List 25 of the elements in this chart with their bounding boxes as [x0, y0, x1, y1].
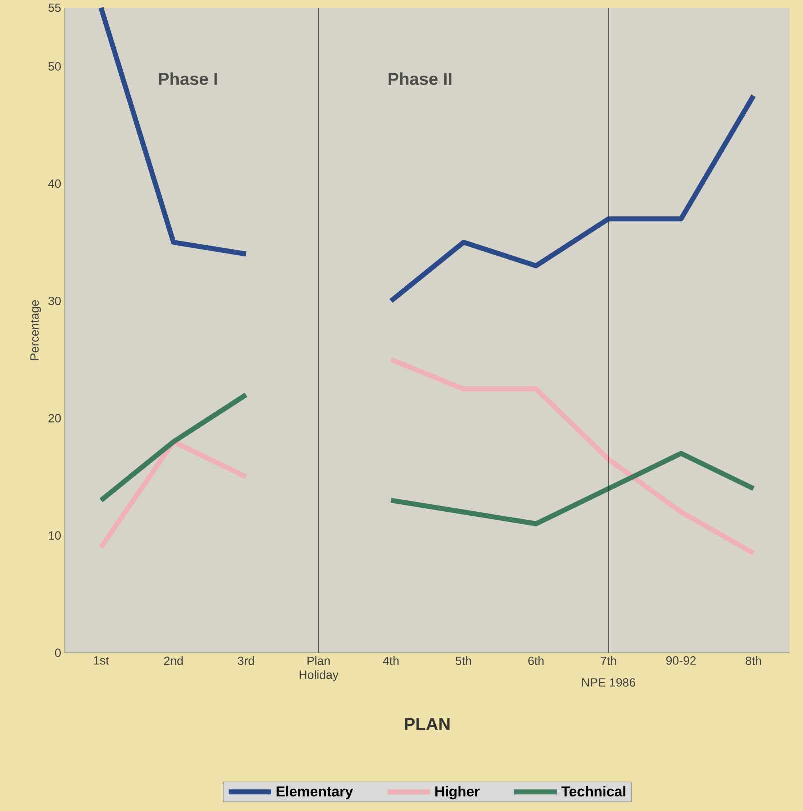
legend-label: Technical [562, 786, 626, 797]
y-tick-label: 50 [48, 62, 62, 71]
y-axis-title: Percentage [30, 300, 42, 360]
x-tick-label: 1st [94, 656, 110, 665]
x-tick-label: 5th [456, 656, 472, 666]
y-tick-label: 0 [55, 648, 62, 658]
y-tick-label: 40 [48, 180, 62, 188]
y-tick-label: 20 [48, 414, 62, 423]
y-tick-label: 10 [49, 531, 62, 540]
ref-line-label: NPE 1986 [582, 678, 636, 687]
legend-label: Higher [436, 786, 480, 800]
y-tick-label: 30 [48, 296, 62, 306]
x-tick-label: 90-92 [666, 656, 696, 665]
legend-label: Elementary [276, 786, 354, 800]
annotation: Phase II [388, 72, 452, 86]
x-tick-label: 7th [601, 656, 616, 666]
x-tick-label: 8th [746, 656, 762, 666]
x-tick-label: 3rd [238, 656, 254, 666]
y-tick-label: 55 [48, 4, 61, 12]
x-tick-label: 6th [528, 656, 544, 666]
x-tick-label: 2nd [164, 656, 183, 666]
x-axis-title: PLAN [405, 718, 450, 730]
annotation: Phase I [159, 72, 218, 86]
x-tick-label: 4th [383, 656, 399, 666]
x-tick-label: Plan Holiday [300, 656, 339, 682]
